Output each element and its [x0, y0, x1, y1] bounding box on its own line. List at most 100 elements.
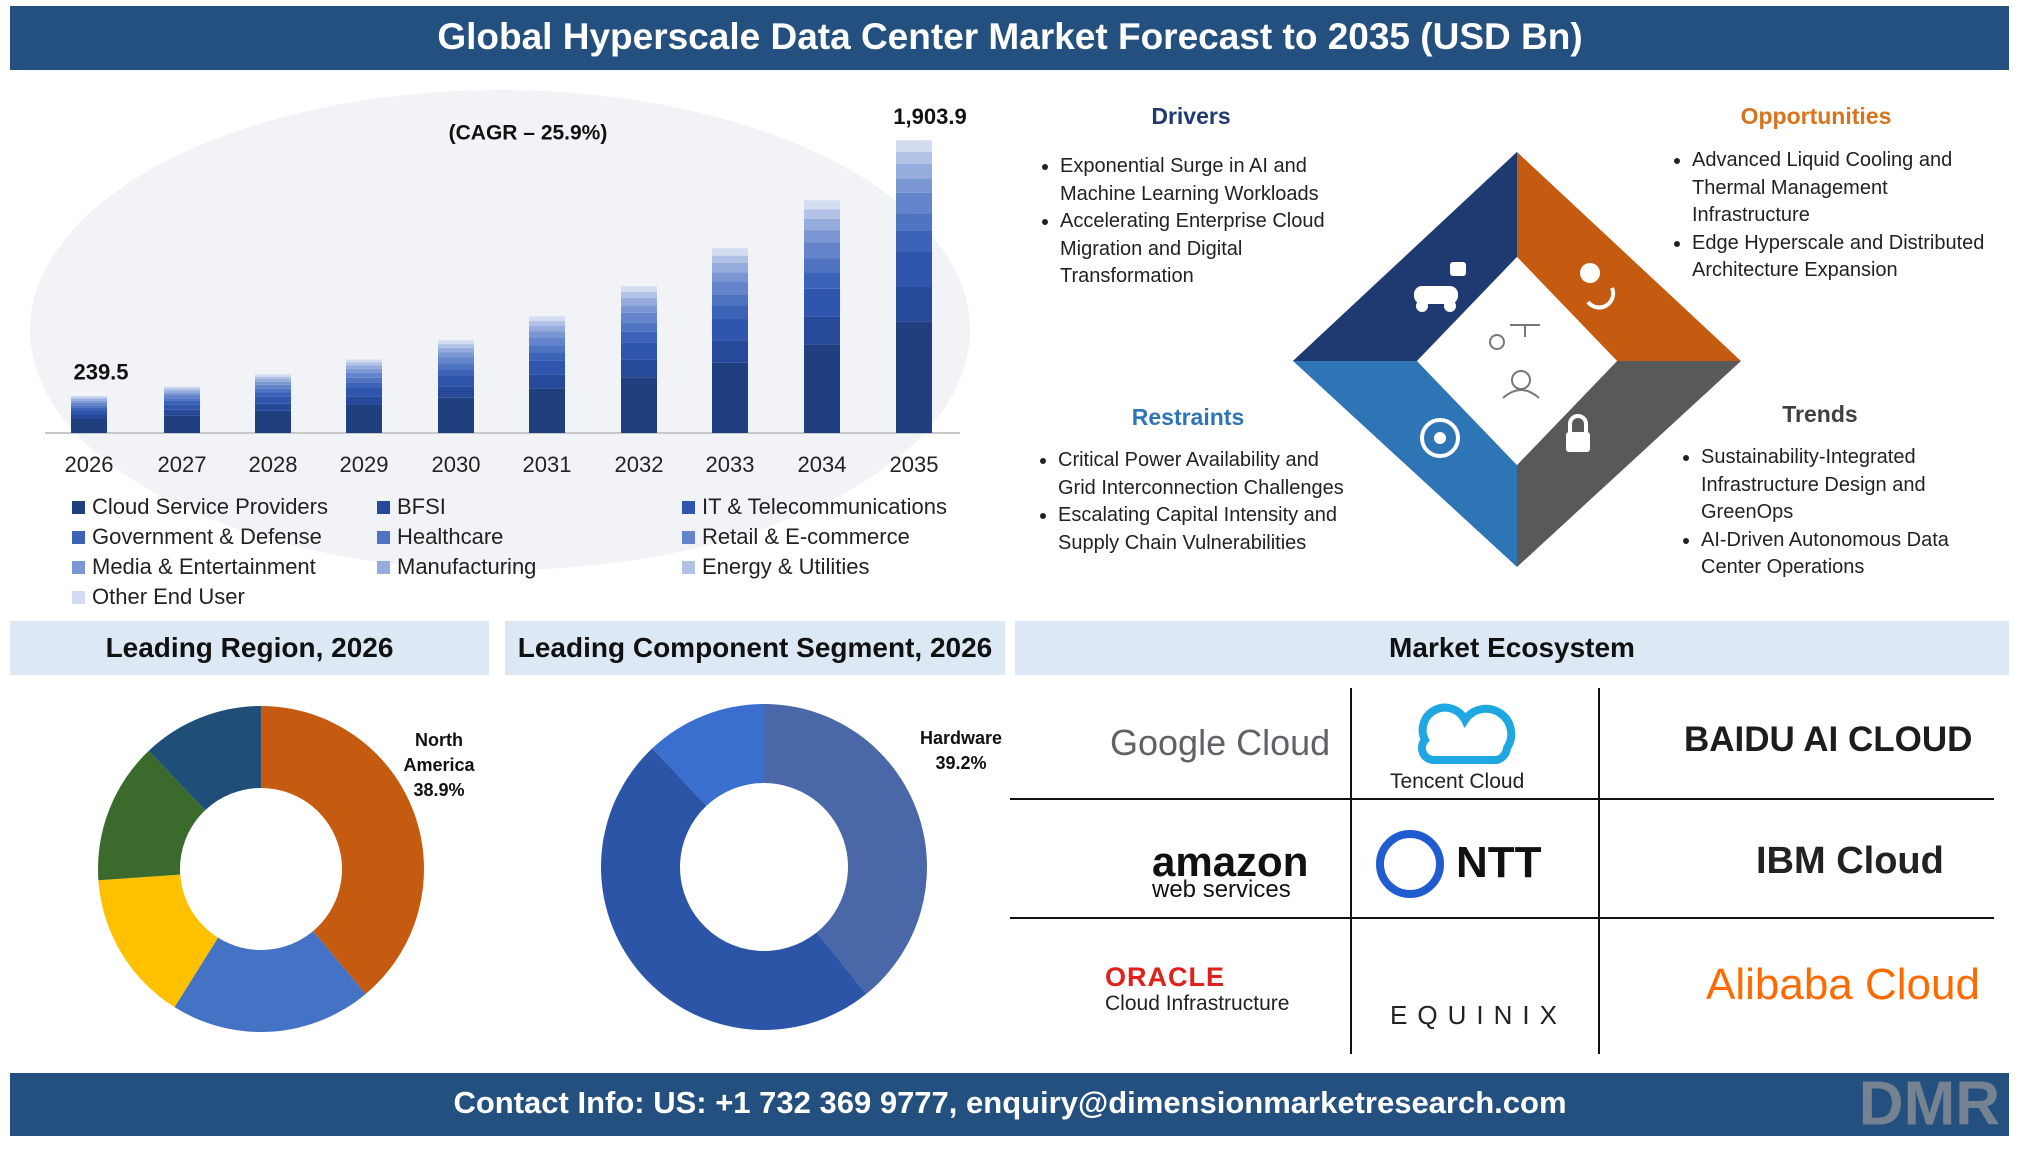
bar-segment	[164, 400, 200, 405]
x-tick-label: 2027	[158, 452, 207, 477]
annotation: (CAGR – 25.9%)	[449, 122, 608, 145]
donut-slice	[98, 874, 219, 1008]
donut-slice	[98, 750, 206, 881]
legend-label: BFSI	[397, 494, 446, 519]
header-bar	[10, 6, 2009, 70]
bar-segment	[346, 377, 382, 383]
bar-segment	[712, 255, 748, 263]
dmr-logo: DMR	[1859, 1069, 2000, 1138]
bar-segment	[804, 209, 840, 219]
legend-item: Media & Entertainment	[72, 553, 377, 581]
bar-segment	[896, 286, 932, 322]
legend-item: Energy & Utilities	[682, 553, 987, 581]
bar-segment	[804, 242, 840, 259]
bar-segment	[255, 388, 291, 393]
bar-segment	[438, 347, 474, 353]
bar-segment	[438, 369, 474, 376]
legend-item: BFSI	[377, 493, 682, 521]
legend-label: Retail & E-commerce	[702, 524, 910, 549]
map-backdrop	[30, 90, 970, 570]
bullet: Accelerating Enterprise Cloud Migration …	[1060, 208, 1335, 291]
logo: amazon	[1152, 838, 1309, 885]
legend-item: Cloud Service Providers	[72, 493, 377, 521]
bar-segment	[896, 178, 932, 193]
slice-label: Hardware	[919, 728, 1003, 748]
bullet: Critical Power Availability and Grid Int…	[1058, 447, 1358, 502]
bar-segment	[255, 384, 291, 389]
bar-segment	[804, 218, 840, 231]
bar-segment	[346, 359, 382, 363]
quadrant-opportunities	[1517, 152, 1741, 361]
logo: Tencent Cloud	[1390, 770, 1525, 793]
quadrant-trends	[1517, 361, 1741, 567]
quadrant-restraints	[1293, 361, 1517, 567]
bar-segment	[529, 360, 565, 375]
legend-label: Cloud Service Providers	[92, 494, 328, 519]
bar-segment	[621, 312, 657, 324]
bar-segment	[164, 392, 200, 395]
legend-swatch	[377, 500, 390, 514]
restraints-list: Critical Power Availability and Grid Int…	[1028, 447, 1358, 557]
logo: Google Cloud	[1110, 722, 1331, 763]
donut-slice	[764, 704, 927, 994]
legend-swatch	[72, 560, 85, 574]
bar-segment	[712, 340, 748, 363]
x-tick-label: 2030	[432, 452, 481, 477]
bar-segment	[438, 352, 474, 358]
bar-segment	[255, 392, 291, 397]
contact-info: Contact Info: US: +1 732 369 9777, enqui…	[453, 1085, 1566, 1120]
bar-segment	[712, 318, 748, 341]
bar-segment	[255, 396, 291, 404]
bar-segment	[621, 331, 657, 343]
bar-segment	[438, 363, 474, 370]
tencent-icon	[1417, 703, 1516, 765]
bar-segment	[712, 305, 748, 319]
bar-segment	[621, 377, 657, 433]
quadrant-icons	[1414, 262, 1616, 458]
legend-swatch	[682, 500, 695, 514]
bar-segment	[346, 372, 382, 378]
legend-label: Manufacturing	[397, 554, 537, 579]
bar-segment	[529, 325, 565, 332]
bar-segment	[621, 292, 657, 298]
bar-segment	[255, 374, 291, 377]
section-title: Trends	[1782, 401, 1858, 427]
bar-segment	[71, 400, 107, 403]
bar-segment	[164, 388, 200, 391]
bar-segment	[804, 258, 840, 273]
legend-label: Government & Defense	[92, 524, 322, 549]
legend-swatch	[72, 590, 85, 604]
bar-segment	[529, 321, 565, 326]
slice-value: 39.2%	[935, 753, 987, 773]
bar-segment	[712, 362, 748, 433]
bar-segment	[804, 272, 840, 289]
donut-slice	[261, 706, 424, 994]
bar-segment	[346, 387, 382, 397]
bar-segment	[529, 374, 565, 389]
annotation: 1,903.9	[893, 104, 966, 129]
bar-segment	[438, 375, 474, 387]
bar-segment	[712, 272, 748, 282]
bullet: AI-Driven Autonomous Data Center Operati…	[1701, 527, 1996, 582]
center-icon	[1489, 324, 1540, 399]
bar-segment	[164, 404, 200, 410]
bar-segment	[621, 323, 657, 332]
panel-title: Leading Component Segment, 2026	[505, 621, 1005, 675]
bar-segment	[438, 340, 474, 345]
bar-segment	[621, 305, 657, 313]
legend-item: Manufacturing	[377, 553, 682, 581]
bar-segment	[621, 286, 657, 293]
x-tick-label: 2035	[890, 452, 939, 477]
legend-swatch	[377, 530, 390, 544]
bullet: Sustainability-Integrated Infrastructure…	[1701, 444, 1996, 527]
logo: ORACLE	[1105, 962, 1225, 992]
section-title: Drivers	[1151, 103, 1231, 129]
bar-segment	[804, 288, 840, 317]
bar-segment	[71, 402, 107, 406]
donut-slice	[601, 748, 867, 1030]
slice-value: 38.9%	[413, 780, 465, 800]
logo: BAIDU AI CLOUD	[1684, 720, 1973, 759]
bar-segment	[529, 345, 565, 353]
bar-segment	[529, 352, 565, 361]
